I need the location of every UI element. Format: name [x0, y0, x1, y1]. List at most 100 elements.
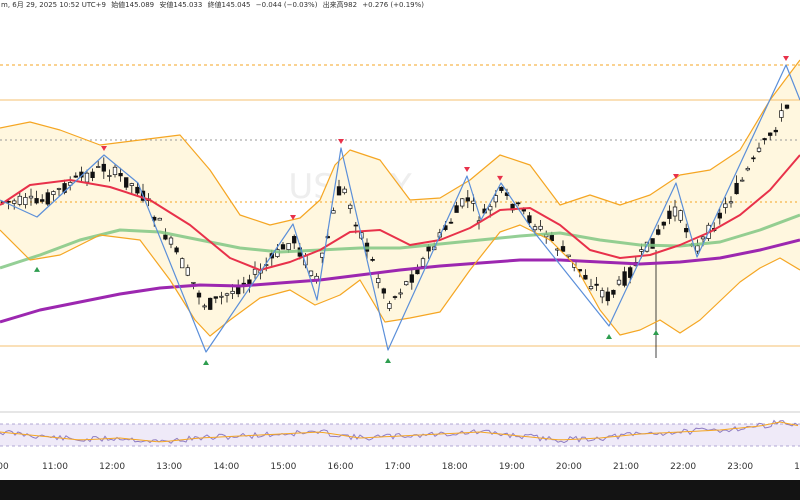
- candle-body: [700, 236, 706, 240]
- sell-signal-marker: [497, 175, 503, 181]
- candle-body: [734, 182, 739, 195]
- candle-body: [342, 188, 347, 194]
- candle-body: [773, 129, 778, 133]
- mid-ma-line: [0, 213, 800, 270]
- buy-signal-marker: [653, 330, 659, 335]
- candle-body: [488, 205, 493, 211]
- candle-body: [600, 290, 605, 298]
- fast-ma-line: [0, 154, 800, 271]
- candle-body: [124, 177, 129, 188]
- candle-body: [454, 205, 459, 213]
- x-tick-label: 17:00: [384, 462, 411, 472]
- candle-body: [493, 195, 498, 203]
- candle-body: [426, 246, 431, 252]
- candle-body: [392, 296, 398, 298]
- candle-body: [723, 203, 728, 208]
- candle-body: [112, 166, 118, 175]
- candle-body: [348, 204, 353, 209]
- candle-body: [180, 258, 185, 269]
- candle-body: [308, 270, 314, 276]
- candle-body: [527, 215, 532, 224]
- candle-body: [560, 246, 566, 252]
- candle-body: [740, 179, 745, 182]
- candle-body: [90, 171, 95, 178]
- candle-body: [398, 292, 403, 295]
- candle-body: [728, 201, 734, 204]
- candle-body: [185, 267, 190, 276]
- zigzag-line: [0, 64, 800, 353]
- candle-body: [6, 200, 11, 203]
- x-tick-label: 22:00: [670, 462, 697, 472]
- candle-body: [588, 286, 594, 290]
- volume-change-value: +0.276 (+0.19%): [362, 1, 424, 9]
- candle-body: [230, 290, 235, 294]
- candle-body: [784, 104, 790, 109]
- candle-body: [129, 183, 134, 186]
- candle-body: [56, 188, 62, 190]
- candle-body: [409, 274, 414, 283]
- candle-body: [611, 289, 616, 295]
- candle-body: [549, 234, 554, 242]
- candle-body: [756, 147, 762, 152]
- candle-body: [73, 175, 78, 178]
- candle-body: [370, 259, 375, 261]
- candle-body: [656, 229, 661, 235]
- bollinger-upper-line: [0, 59, 800, 226]
- slow-ma-line: [0, 238, 800, 324]
- high-value: 安値145.033: [159, 1, 203, 9]
- x-tick-label: 12:00: [99, 462, 126, 472]
- candle-body: [236, 286, 241, 295]
- x-tick-label: 15:00: [270, 462, 297, 472]
- time-axis[interactable]: 00 11:00 12:00 13:00 14:00 15:00 16:00 17:00 18:…: [0, 458, 800, 480]
- candle-body: [96, 166, 101, 168]
- x-tick-label: 23:00: [727, 462, 754, 472]
- buy-signal-marker: [606, 334, 612, 339]
- buy-signal-marker: [203, 360, 209, 365]
- candle-body: [331, 210, 336, 214]
- candle-body: [566, 254, 571, 258]
- candle-body: [23, 197, 28, 205]
- candle-body: [695, 245, 700, 252]
- candle-body: [280, 244, 286, 250]
- candle-body: [252, 268, 258, 275]
- candle-body: [678, 210, 683, 221]
- candle-body: [118, 173, 123, 177]
- candle-body: [34, 198, 39, 204]
- x-tick-label: 14:00: [213, 462, 240, 472]
- symbol-timestamp: m, 6月 29, 2025 10:52 UTC+9: [1, 1, 106, 9]
- candle-body: [448, 221, 454, 224]
- candle-body: [101, 163, 106, 172]
- volume-value: 出来高982: [322, 1, 358, 9]
- candle-body: [387, 303, 392, 309]
- candle-body: [628, 267, 633, 278]
- candle-body: [499, 186, 504, 191]
- candle-body: [583, 274, 588, 280]
- candle-body: [762, 138, 767, 141]
- buy-signal-marker: [34, 266, 40, 272]
- x-tick-label: 20:00: [555, 462, 582, 472]
- price-chart[interactable]: USDJPY: [0, 0, 800, 458]
- candle-body: [325, 236, 330, 239]
- sell-signal-marker: [464, 167, 470, 172]
- candle-body: [157, 217, 162, 221]
- candle-body: [40, 199, 45, 202]
- candle-body: [17, 195, 22, 205]
- candle-body: [168, 237, 174, 245]
- x-tick-label-first: 00: [0, 462, 9, 472]
- candle-body: [684, 228, 689, 233]
- candle-body: [465, 197, 470, 202]
- sell-signal-marker: [673, 174, 679, 179]
- candle-body: [717, 212, 722, 219]
- candle-body: [292, 236, 297, 244]
- candle-body: [208, 297, 213, 310]
- candle-body: [460, 198, 465, 207]
- close-value: 終値145.045: [207, 1, 251, 9]
- sell-signal-marker: [338, 139, 344, 144]
- candle-body: [28, 195, 34, 199]
- candle-body: [420, 258, 426, 267]
- candle-body: [286, 243, 291, 251]
- bottom-toolbar: [0, 480, 800, 500]
- change-value: −0.044 (−0.03%): [255, 1, 318, 9]
- x-tick-label: 19:00: [498, 462, 525, 472]
- candle-body: [224, 293, 230, 296]
